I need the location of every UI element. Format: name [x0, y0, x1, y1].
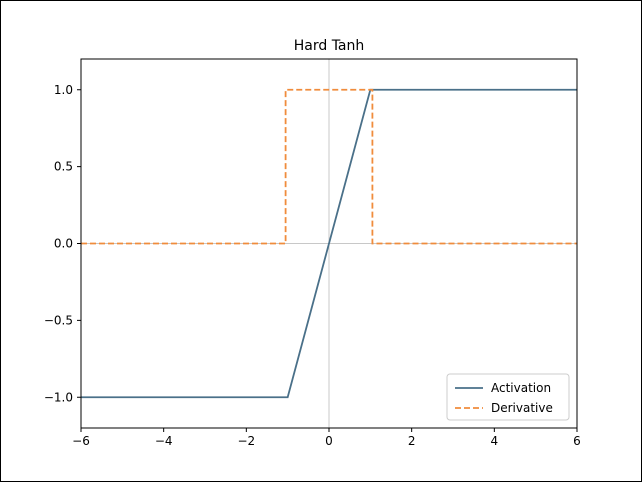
y-tick-label: 1.0 [54, 83, 73, 97]
series-line-activation [81, 88, 577, 399]
legend-label-activation: Activation [491, 381, 551, 395]
x-tick-label: −4 [155, 434, 173, 448]
x-tick-label: 2 [408, 434, 416, 448]
series-layer [81, 88, 577, 399]
series-line-derivative [81, 88, 577, 245]
y-axis: −1.0 −0.5 0.0 0.5 1.0 [44, 83, 81, 404]
x-tick-label: 0 [325, 434, 333, 448]
y-tick-label: 0.0 [54, 237, 73, 251]
legend: Activation Derivative [446, 373, 570, 421]
y-tick-label: −0.5 [44, 313, 73, 327]
x-tick-label: −6 [72, 434, 90, 448]
x-tick-label: 6 [573, 434, 581, 448]
x-axis: −6 −4 −2 0 2 4 6 [72, 428, 581, 448]
x-tick-label: 4 [491, 434, 499, 448]
x-tick-label: −2 [237, 434, 255, 448]
y-tick-label: −1.0 [44, 390, 73, 404]
legend-label-derivative: Derivative [491, 401, 553, 415]
chart-title: Hard Tanh [294, 38, 365, 54]
y-tick-label: 0.5 [54, 160, 73, 174]
